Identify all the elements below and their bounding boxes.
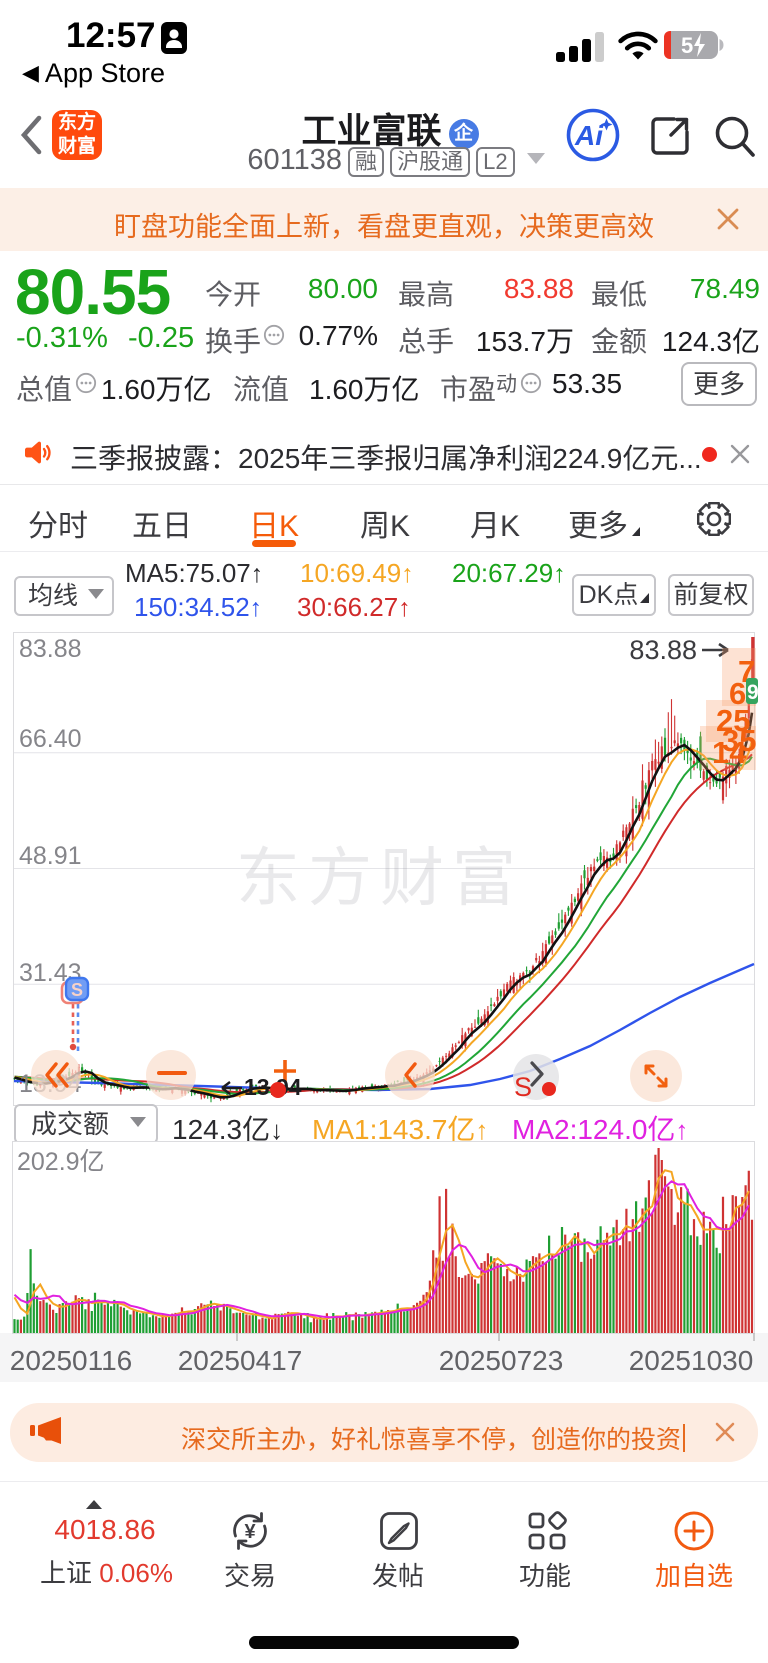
svg-text:83.88: 83.88	[629, 635, 697, 665]
svg-text:20250723: 20250723	[439, 1345, 564, 1376]
svg-text:¥: ¥	[244, 1521, 256, 1543]
svg-text:66.40: 66.40	[19, 725, 82, 753]
svg-text:东方财富: 东方财富	[236, 842, 524, 914]
svg-text:20251030: 20251030	[629, 1345, 754, 1376]
svg-text:48.91: 48.91	[19, 842, 82, 870]
svg-text:20250116: 20250116	[10, 1345, 133, 1376]
svg-text:83.88: 83.88	[19, 635, 82, 663]
svg-text:5: 5	[681, 33, 693, 58]
svg-text:Ai: Ai	[574, 120, 604, 151]
svg-text:S: S	[71, 980, 83, 1000]
svg-text:20250417: 20250417	[178, 1345, 303, 1376]
svg-text:202.9亿: 202.9亿	[17, 1148, 105, 1176]
